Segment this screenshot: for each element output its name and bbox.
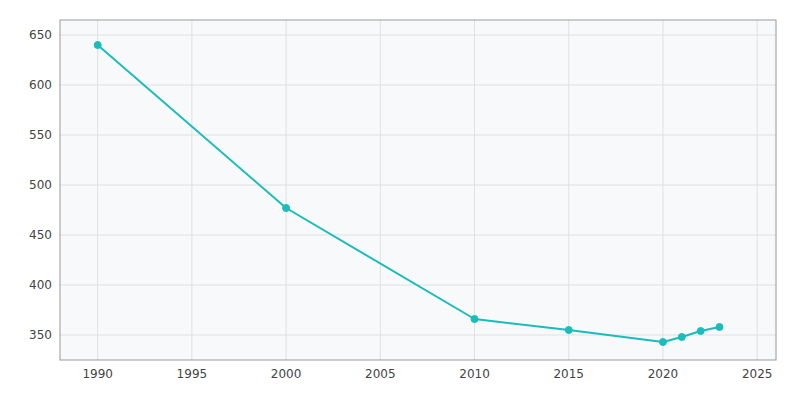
point <box>283 205 290 212</box>
point <box>716 324 723 331</box>
point <box>471 316 478 323</box>
x-tick-label: 1990 <box>82 367 113 381</box>
point <box>697 328 704 335</box>
line <box>98 45 720 342</box>
x-grid-line <box>757 20 758 360</box>
x-grid-line <box>191 20 192 360</box>
x-tick-label: 2005 <box>365 367 396 381</box>
x-tick-label: 1995 <box>177 367 208 381</box>
x-grid-line <box>97 20 98 360</box>
plot-frame <box>60 20 776 360</box>
y-grid-line <box>60 85 776 86</box>
y-tick-label: 350 <box>29 328 52 342</box>
chart-svg: 350 400 450 500 550 600 650 1990 1995 2000 2005 201… <box>0 0 800 400</box>
x-grid-line <box>286 20 287 360</box>
x-grid-line <box>662 20 663 360</box>
y-tick-label: 500 <box>29 178 52 192</box>
chart-container: 350 400 450 500 550 600 650 1990 1995 2000 2005 201… <box>0 0 800 400</box>
y-grid-line <box>60 235 776 236</box>
x-tick-label: 2020 <box>648 367 679 381</box>
y-grid-line <box>60 135 776 136</box>
y-grid-line <box>60 35 776 36</box>
y-tick-label: 650 <box>29 28 52 42</box>
x-tick-label: 2000 <box>271 367 302 381</box>
y-tick-label: 550 <box>29 128 52 142</box>
y-tick-label: 450 <box>29 228 52 242</box>
series <box>94 42 723 346</box>
y-grid-line <box>60 185 776 186</box>
y-tick-label: 400 <box>29 278 52 292</box>
x-grid-line <box>474 20 475 360</box>
x-tick-label: 2010 <box>459 367 490 381</box>
point <box>678 334 685 341</box>
grid <box>60 20 776 360</box>
x-grid-line <box>380 20 381 360</box>
y-tick-label: 600 <box>29 78 52 92</box>
x-tick-label: 2025 <box>742 367 773 381</box>
point <box>94 42 101 49</box>
x-grid-line <box>568 20 569 360</box>
point <box>659 339 666 346</box>
plot-background <box>60 20 776 360</box>
x-tick-label: 2015 <box>553 367 584 381</box>
tick-labels: 350 400 450 500 550 600 650 1990 1995 2000 2005 201… <box>29 28 772 382</box>
y-grid-line <box>60 335 776 336</box>
point <box>565 327 572 334</box>
